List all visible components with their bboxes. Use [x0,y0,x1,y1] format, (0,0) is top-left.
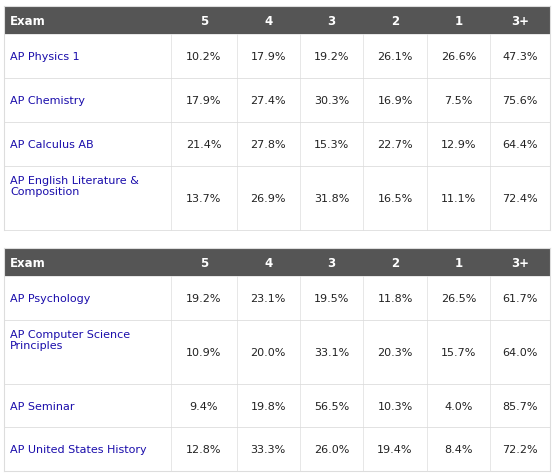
Text: 75.6%: 75.6% [502,96,537,106]
Text: 4: 4 [264,15,273,28]
Text: 10.2%: 10.2% [186,52,222,62]
Text: 21.4%: 21.4% [186,140,222,150]
Text: 16.9%: 16.9% [377,96,413,106]
Bar [4,167,550,230]
Text: 3: 3 [327,256,336,269]
Text: 85.7%: 85.7% [502,401,537,411]
Text: AP United States History: AP United States History [10,445,147,455]
Text: 2: 2 [391,256,399,269]
Bar [4,384,550,427]
Text: 26.9%: 26.9% [250,193,286,203]
Text: 61.7%: 61.7% [502,294,537,304]
Text: AP English Literature &
Composition: AP English Literature & Composition [10,175,139,197]
Text: 1: 1 [454,15,463,28]
Text: 3: 3 [327,15,336,28]
Bar [4,79,550,123]
Bar [4,8,550,35]
Text: 7.5%: 7.5% [444,96,473,106]
Bar [4,427,550,471]
Text: Exam: Exam [10,15,46,28]
Text: Exam: Exam [10,256,46,269]
Text: AP Calculus AB: AP Calculus AB [10,140,94,150]
Text: 31.8%: 31.8% [314,193,350,203]
Text: 4.0%: 4.0% [444,401,473,411]
Text: 3+: 3+ [511,15,529,28]
Text: 11.8%: 11.8% [377,294,413,304]
Text: 64.4%: 64.4% [502,140,537,150]
Text: 11.1%: 11.1% [441,193,476,203]
Text: 8.4%: 8.4% [444,445,473,455]
Text: 22.7%: 22.7% [377,140,413,150]
Text: 16.5%: 16.5% [377,193,413,203]
Text: 64.0%: 64.0% [502,347,537,357]
Text: 33.3%: 33.3% [250,445,286,455]
Text: 19.8%: 19.8% [250,401,286,411]
Text: AP Seminar: AP Seminar [10,401,74,411]
Text: 72.2%: 72.2% [502,445,538,455]
Text: 27.4%: 27.4% [250,96,286,106]
Text: 10.3%: 10.3% [377,401,413,411]
Text: 9.4%: 9.4% [189,401,218,411]
Text: 26.6%: 26.6% [441,52,476,62]
Text: AP Computer Science
Principles: AP Computer Science Principles [10,329,130,350]
Text: 20.0%: 20.0% [250,347,286,357]
Text: 19.2%: 19.2% [186,294,222,304]
Text: 12.8%: 12.8% [186,445,222,455]
Bar [4,123,550,167]
Text: 72.4%: 72.4% [502,193,538,203]
Text: 33.1%: 33.1% [314,347,349,357]
Text: 27.8%: 27.8% [250,140,286,150]
Text: 26.5%: 26.5% [441,294,476,304]
Bar [4,277,550,320]
Text: 12.9%: 12.9% [440,140,476,150]
Text: 5: 5 [200,15,208,28]
Bar [4,249,550,277]
Text: 15.7%: 15.7% [441,347,476,357]
Text: 4: 4 [264,256,273,269]
Text: 17.9%: 17.9% [186,96,222,106]
Text: 15.3%: 15.3% [314,140,349,150]
Text: 26.1%: 26.1% [377,52,413,62]
Text: 3+: 3+ [511,256,529,269]
Text: 20.3%: 20.3% [377,347,413,357]
Text: AP Physics 1: AP Physics 1 [10,52,80,62]
Text: 30.3%: 30.3% [314,96,349,106]
Text: 1: 1 [454,256,463,269]
Text: 19.4%: 19.4% [377,445,413,455]
Text: AP Psychology: AP Psychology [10,294,90,304]
Bar [4,320,550,384]
Text: 2: 2 [391,15,399,28]
Text: 19.5%: 19.5% [314,294,350,304]
Text: 23.1%: 23.1% [250,294,286,304]
Text: 10.9%: 10.9% [186,347,222,357]
Text: 19.2%: 19.2% [314,52,350,62]
Text: 17.9%: 17.9% [250,52,286,62]
Text: AP Chemistry: AP Chemistry [10,96,85,106]
Bar [4,35,550,79]
Text: 5: 5 [200,256,208,269]
Text: 56.5%: 56.5% [314,401,349,411]
Text: 47.3%: 47.3% [502,52,537,62]
Text: 13.7%: 13.7% [186,193,222,203]
Text: 26.0%: 26.0% [314,445,350,455]
